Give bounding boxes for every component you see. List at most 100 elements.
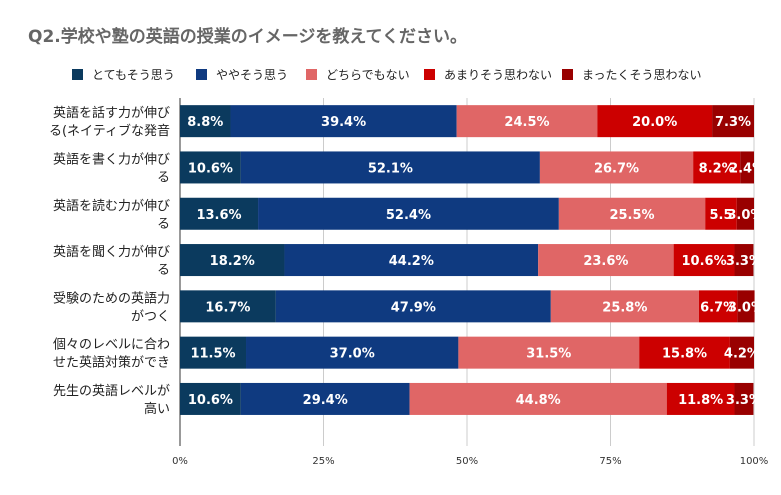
data-label: 29.4% xyxy=(303,393,348,408)
legend-swatch-2 xyxy=(306,69,317,80)
category-label: る(ネイティブな発音 xyxy=(49,123,170,139)
legend-label-2: どちらでもない xyxy=(326,68,410,82)
category-label: 高い xyxy=(144,401,170,417)
data-label: 5.5 xyxy=(709,208,732,223)
data-label: 3.3% xyxy=(726,254,762,269)
bar-segment xyxy=(705,197,737,230)
category-label: る xyxy=(157,217,170,232)
bar-segment xyxy=(639,336,730,369)
data-label: 44.2% xyxy=(389,254,434,269)
bar-segment xyxy=(693,151,741,184)
data-label: 23.6% xyxy=(583,254,628,269)
legend: とてもそう思う ややそう思う どちらでもない あまりそう思わない まったくそう思… xyxy=(0,66,781,82)
bar-segment xyxy=(180,151,241,184)
data-label: 10.6% xyxy=(188,393,233,408)
legend-item-0: とてもそう思う xyxy=(72,66,175,83)
x-tick-label: 100% xyxy=(740,456,769,467)
category-label: 受験のための英語力 xyxy=(53,290,170,306)
bar-segment xyxy=(673,244,735,277)
bar-segment xyxy=(458,336,640,369)
category-label: せた英語対策ができ xyxy=(53,355,170,371)
category-label: る xyxy=(157,170,170,185)
bar-segment xyxy=(538,244,674,277)
data-label: 44.8% xyxy=(516,393,561,408)
bar-segment xyxy=(737,290,755,323)
bar-segment xyxy=(698,290,738,323)
bar-segment xyxy=(729,336,754,369)
data-label: 16.7% xyxy=(205,300,250,315)
bar-segment xyxy=(180,290,276,323)
data-label: 15.8% xyxy=(662,347,707,362)
x-tick-label: 50% xyxy=(456,456,478,467)
data-label: 13.6% xyxy=(196,208,241,223)
bar-segment xyxy=(275,290,551,323)
data-label: 24.5% xyxy=(504,115,549,130)
legend-item-3: あまりそう思わない xyxy=(424,66,552,83)
bar-segment xyxy=(409,382,667,415)
legend-swatch-3 xyxy=(424,69,435,80)
legend-label-0: とてもそう思う xyxy=(92,68,175,82)
bar-segment xyxy=(180,336,247,369)
bar-segment xyxy=(734,382,754,415)
bar-segment xyxy=(558,197,706,230)
category-label: 英語を話す力が伸び xyxy=(53,105,170,121)
category-label: 英語を読む力が伸び xyxy=(53,198,170,214)
bar-segment xyxy=(240,151,540,184)
category-label: 先生の英語レベルが xyxy=(53,383,170,399)
bar-segment xyxy=(550,290,699,323)
chart-title: Q2.学校や塾の英語の授業のイメージを教えてください。 xyxy=(28,27,468,47)
bar-segment xyxy=(240,382,410,415)
data-label: 3.0% xyxy=(727,208,763,223)
bar-segment xyxy=(734,244,754,277)
data-label: 3.3% xyxy=(726,393,762,408)
legend-label-4: まったくそう思わない xyxy=(582,68,702,82)
category-label: がつく xyxy=(131,309,170,324)
bar-segment xyxy=(180,382,241,415)
bar-segment xyxy=(180,197,259,230)
data-label: 2.4% xyxy=(729,161,765,176)
data-label: 37.0% xyxy=(330,347,375,362)
data-label: 10.6% xyxy=(188,161,233,176)
data-label: 39.4% xyxy=(321,115,366,130)
category-label: 英語を書く力が伸び xyxy=(53,151,170,167)
bar-segment xyxy=(736,197,754,230)
category-label: 英語を聞く力が伸び xyxy=(53,244,170,260)
category-label: 個々のレベルに合わ xyxy=(53,338,170,353)
data-label: 20.0% xyxy=(632,115,677,130)
category-label: る xyxy=(157,263,170,278)
legend-label-3: あまりそう思わない xyxy=(444,68,553,82)
data-label: 3.0% xyxy=(728,300,764,315)
bar-segment xyxy=(258,197,559,230)
legend-swatch-1 xyxy=(196,69,207,80)
bar-segment xyxy=(284,244,539,277)
data-label: 26.7% xyxy=(594,161,639,176)
data-label: 10.6% xyxy=(682,254,727,269)
data-label: 4.2% xyxy=(724,347,760,362)
data-label: 6.7% xyxy=(700,300,736,315)
legend-label-1: ややそう思う xyxy=(216,68,289,82)
data-label: 11.5% xyxy=(190,347,235,362)
data-label: 47.9% xyxy=(391,300,436,315)
legend-swatch-0 xyxy=(72,69,83,80)
data-label: 52.1% xyxy=(368,161,413,176)
data-label: 52.4% xyxy=(386,208,431,223)
bar-segment xyxy=(597,105,713,138)
data-label: 25.5% xyxy=(609,208,654,223)
bar-segment xyxy=(666,382,735,415)
x-tick-label: 25% xyxy=(312,456,334,467)
x-tick-label: 0% xyxy=(172,456,188,467)
data-label: 31.5% xyxy=(526,347,571,362)
bar-segment xyxy=(180,105,231,138)
data-label: 18.2% xyxy=(210,254,255,269)
bar-segment xyxy=(180,244,285,277)
legend-item-1: ややそう思う xyxy=(196,66,288,83)
bar-segment xyxy=(740,151,754,184)
data-label: 8.2% xyxy=(699,161,735,176)
legend-item-2: どちらでもない xyxy=(306,66,410,83)
data-label: 25.8% xyxy=(602,300,647,315)
bar-segment xyxy=(246,336,459,369)
data-label: 7.3% xyxy=(715,115,751,130)
legend-item-4: まったくそう思わない xyxy=(562,66,702,83)
data-label: 8.8% xyxy=(187,115,223,130)
